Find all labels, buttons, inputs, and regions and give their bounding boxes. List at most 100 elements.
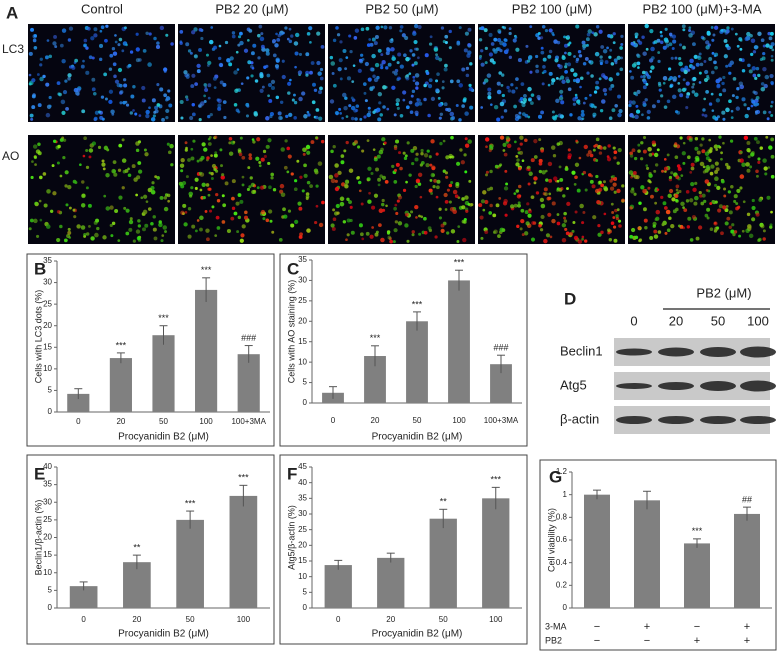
cell (185, 42, 190, 47)
cell (348, 104, 352, 108)
cell (530, 237, 536, 242)
cell (330, 61, 336, 66)
cell (209, 209, 213, 213)
cell (364, 61, 369, 67)
cell (617, 148, 622, 153)
cell (121, 186, 125, 190)
cell (513, 104, 517, 109)
cell (710, 70, 715, 75)
cell (494, 164, 499, 169)
cell (739, 47, 743, 51)
cell (352, 64, 356, 67)
cell (744, 113, 749, 119)
cell (318, 116, 323, 121)
treatment-name: PB2 (545, 635, 562, 645)
cell (72, 208, 76, 212)
cell (504, 38, 508, 42)
blot-band (616, 383, 652, 389)
cell (394, 203, 398, 207)
cell (329, 99, 335, 104)
bar (634, 500, 660, 608)
cell (722, 205, 727, 210)
cell (668, 42, 673, 47)
cell (543, 69, 547, 74)
cell (213, 86, 217, 90)
cell (586, 153, 590, 157)
cell (654, 218, 658, 221)
cell (221, 194, 225, 198)
cell (569, 113, 573, 117)
cell (296, 159, 300, 163)
cell (551, 115, 556, 120)
cell (293, 187, 298, 192)
row-label: LC3 (2, 42, 24, 56)
cell (272, 188, 277, 192)
cell (200, 101, 205, 106)
cell (749, 165, 753, 169)
cell (688, 137, 693, 142)
cell (440, 26, 445, 30)
cell (249, 176, 253, 180)
cell (759, 146, 764, 150)
cell (101, 162, 106, 167)
cell (722, 88, 727, 93)
bar (324, 565, 352, 608)
cell (723, 194, 727, 198)
cell (653, 229, 658, 234)
cell (490, 103, 493, 106)
cell (598, 77, 602, 81)
cell (135, 32, 139, 36)
cell (690, 182, 695, 187)
cell (363, 115, 367, 119)
cell (349, 218, 353, 223)
x-tick-label: 100+3MA (484, 416, 519, 425)
cell (671, 197, 676, 202)
significance-label: *** (185, 498, 196, 508)
cell (616, 72, 620, 76)
cell (556, 221, 561, 226)
cell (738, 57, 743, 62)
cell (160, 239, 164, 243)
cell (259, 73, 264, 79)
bar (482, 498, 510, 608)
cell (328, 174, 334, 180)
cell (566, 187, 569, 191)
cell (329, 55, 334, 60)
cell (694, 195, 699, 201)
cell (496, 81, 501, 86)
cell (259, 88, 264, 93)
significance-label: *** (370, 333, 381, 343)
cell (756, 102, 760, 106)
cell (522, 97, 528, 102)
cell (337, 67, 342, 72)
cell (606, 46, 609, 50)
cell (288, 27, 292, 31)
cell (432, 185, 436, 189)
cell (607, 231, 611, 235)
cell (286, 170, 290, 174)
cell (514, 36, 518, 39)
cell (487, 91, 492, 96)
cell (535, 54, 539, 59)
cell (526, 202, 530, 206)
cell (694, 137, 699, 141)
cell (307, 113, 311, 117)
cell (551, 201, 556, 206)
cell (714, 52, 719, 57)
cell (631, 100, 636, 105)
cell (642, 135, 647, 140)
cell (234, 88, 239, 93)
cell (162, 225, 168, 230)
cell (336, 211, 340, 215)
cell (123, 83, 128, 88)
cell (418, 232, 422, 236)
cell (736, 44, 740, 48)
cell (621, 184, 625, 188)
cell (267, 138, 272, 143)
cell (620, 42, 624, 46)
cell (145, 200, 149, 203)
cell (748, 233, 754, 239)
cell (414, 102, 420, 107)
cell (293, 116, 297, 120)
cell (335, 203, 340, 209)
